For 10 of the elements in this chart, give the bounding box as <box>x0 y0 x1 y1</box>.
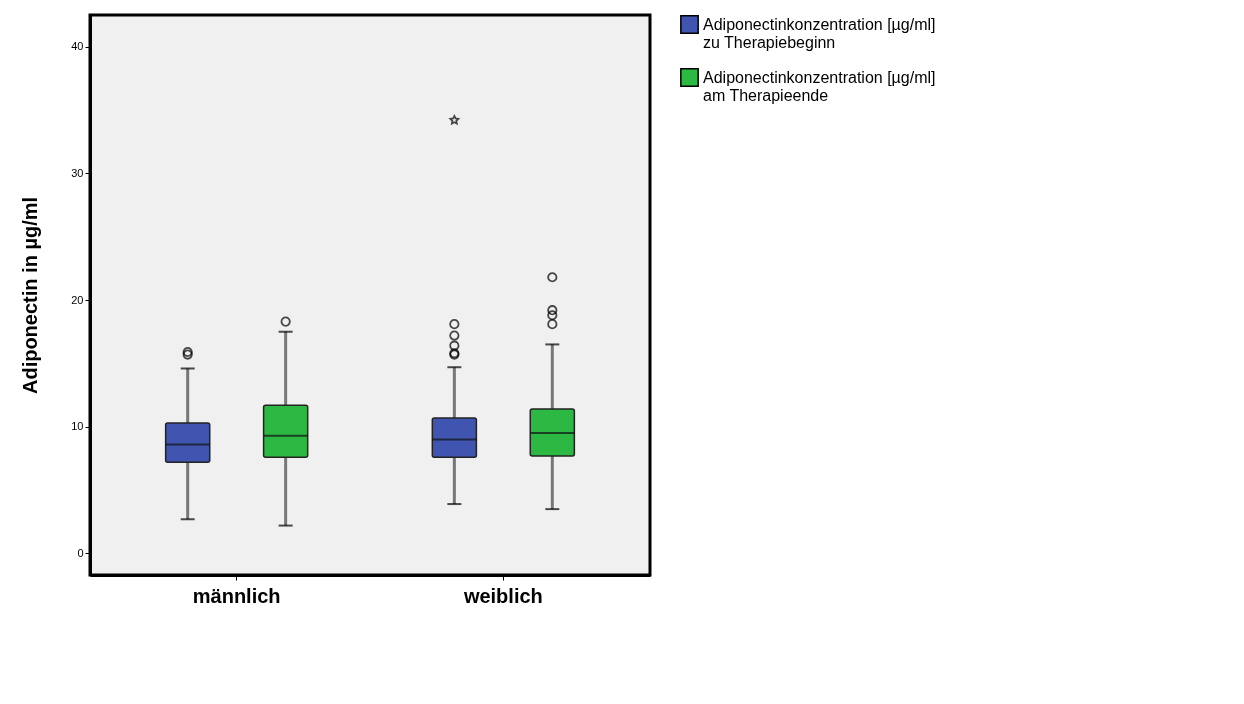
y-tick-label: 30 <box>71 166 84 179</box>
y-tick-label: 10 <box>71 420 84 433</box>
y-tick-label: 0 <box>77 546 84 559</box>
y-tick-label: 40 <box>71 40 84 53</box>
x-tick-label: männlich <box>192 584 281 607</box>
legend-label: Adiponectinkonzentration [µg/ml] zu Therapiebeginn <box>703 15 936 51</box>
y-axis-title: Adiponectin in µg/ml <box>19 196 42 395</box>
legend-label: Adiponectinkonzentration [µg/ml] am Therapieende <box>703 68 936 104</box>
y-tick-label: 20 <box>71 293 84 306</box>
x-tick-label: weiblich <box>462 584 543 607</box>
